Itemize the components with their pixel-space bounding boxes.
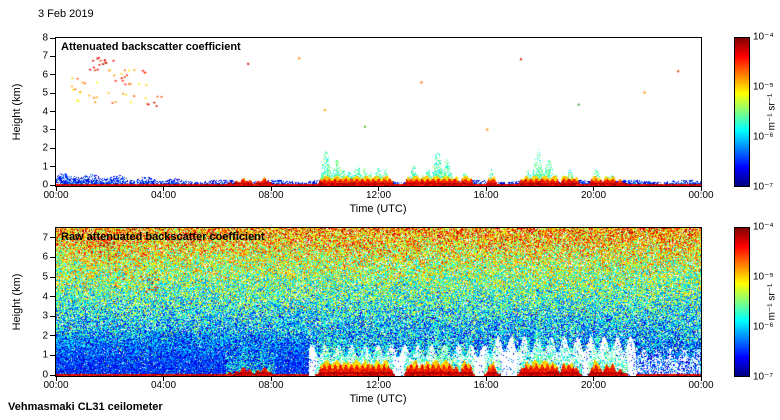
date-label: 3 Feb 2019 xyxy=(38,8,94,20)
colorbar-tick-label: 10⁻⁶ xyxy=(753,321,774,333)
x-tick-mark xyxy=(163,187,164,191)
y-tick-mark xyxy=(50,315,55,317)
y-tick-label: 4 xyxy=(42,291,48,303)
x-tick-mark xyxy=(378,377,379,381)
x-tick-label: 16:00 xyxy=(473,190,499,201)
y-tick-label: 6 xyxy=(42,251,48,263)
top-panel-title: Attenuated backscatter coefficient xyxy=(61,41,241,53)
colorbar-tick-label: 10⁻⁴ xyxy=(753,31,774,43)
y-tick-label: 7 xyxy=(42,50,48,62)
top-x-axis-label: Time (UTC) xyxy=(349,203,407,215)
x-tick-label: 04:00 xyxy=(150,380,177,391)
x-tick-label: 12:00 xyxy=(365,380,392,391)
x-tick-mark xyxy=(55,377,57,381)
y-tick-label: 0 xyxy=(42,369,48,381)
y-tick-mark xyxy=(50,184,55,186)
y-tick-mark xyxy=(50,237,55,239)
bottom-panel-axes xyxy=(55,227,702,377)
colorbar-tick-label: 10⁻⁵ xyxy=(753,271,774,283)
x-tick-mark xyxy=(485,187,487,191)
colorbar-tick-label: 10⁻⁷ xyxy=(753,371,774,383)
y-tick-label: 6 xyxy=(42,69,48,81)
colorbar-tick-label: 10⁻⁶ xyxy=(753,131,774,143)
x-tick-mark xyxy=(378,187,379,191)
bottom-x-axis-label: Time (UTC) xyxy=(349,393,407,405)
top-panel-axes xyxy=(55,37,702,187)
x-tick-label: 08:00 xyxy=(258,190,284,201)
y-tick-label: 1 xyxy=(42,161,48,173)
top-colorbar-unit-label: m⁻¹ sr⁻¹ xyxy=(766,93,778,131)
top-colorbar xyxy=(734,37,750,187)
y-tick-mark xyxy=(50,276,55,278)
y-tick-label: 5 xyxy=(42,271,48,283)
colorbar-tick-label: 10⁻⁴ xyxy=(753,221,774,233)
bottom-panel-title: Raw attenuated backscatter coefficient xyxy=(61,231,265,243)
x-tick-mark xyxy=(270,377,272,381)
y-tick-label: 0 xyxy=(42,179,48,191)
y-tick-label: 3 xyxy=(42,124,48,136)
y-tick-mark xyxy=(50,129,55,131)
bottom-colorbar-unit-label: m⁻¹ sr⁻¹ xyxy=(766,283,778,321)
instrument-label: Vehmasmaki CL31 ceilometer xyxy=(8,401,163,413)
x-tick-label: 00:00 xyxy=(688,380,714,391)
y-tick-mark xyxy=(50,354,55,356)
y-tick-mark xyxy=(50,55,55,57)
top-y-axis-label: Height (km) xyxy=(11,83,23,141)
y-tick-label: 2 xyxy=(42,142,48,154)
colorbar-tick-label: 10⁻⁵ xyxy=(753,81,774,93)
bottom-colorbar xyxy=(734,227,750,377)
y-tick-label: 3 xyxy=(42,310,48,322)
y-tick-mark xyxy=(50,166,55,168)
x-tick-label: 12:00 xyxy=(365,190,392,201)
colorbar-tick-label: 10⁻⁷ xyxy=(753,181,774,193)
y-tick-mark xyxy=(50,37,55,39)
x-tick-label: 20:00 xyxy=(580,190,607,201)
top-heatmap-canvas xyxy=(56,38,701,186)
x-tick-mark xyxy=(485,377,487,381)
x-tick-label: 04:00 xyxy=(150,190,177,201)
x-tick-label: 00:00 xyxy=(43,190,69,201)
bottom-heatmap-canvas xyxy=(56,228,701,376)
y-tick-mark xyxy=(50,335,55,337)
x-tick-mark xyxy=(270,187,272,191)
y-tick-label: 7 xyxy=(42,232,48,244)
x-tick-label: 08:00 xyxy=(258,380,284,391)
y-tick-mark xyxy=(50,92,55,94)
y-tick-mark xyxy=(50,147,55,149)
x-tick-label: 00:00 xyxy=(43,380,69,391)
bottom-y-axis-label: Height (km) xyxy=(11,273,23,331)
y-tick-label: 1 xyxy=(42,349,48,361)
x-tick-label: 00:00 xyxy=(688,190,714,201)
x-tick-mark xyxy=(700,377,702,381)
y-tick-label: 8 xyxy=(42,32,48,44)
x-tick-mark xyxy=(55,187,57,191)
y-tick-mark xyxy=(50,111,55,112)
x-tick-label: 20:00 xyxy=(580,380,607,391)
y-tick-mark xyxy=(50,296,55,298)
x-tick-mark xyxy=(593,187,594,191)
x-tick-mark xyxy=(163,377,164,381)
x-tick-label: 16:00 xyxy=(473,380,499,391)
x-tick-mark xyxy=(593,377,594,381)
y-tick-label: 2 xyxy=(42,330,48,342)
y-tick-mark xyxy=(50,374,55,376)
y-tick-label: 4 xyxy=(42,106,48,117)
y-tick-mark xyxy=(50,74,55,76)
y-tick-label: 5 xyxy=(42,87,48,99)
y-tick-mark xyxy=(50,256,55,258)
x-tick-mark xyxy=(700,187,702,191)
